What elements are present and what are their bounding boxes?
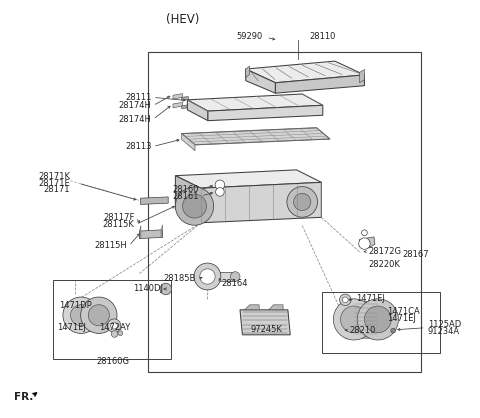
Text: 28220K: 28220K: [368, 260, 400, 269]
Ellipse shape: [111, 322, 118, 329]
Ellipse shape: [361, 230, 367, 236]
Text: (HEV): (HEV): [166, 13, 199, 26]
Polygon shape: [246, 66, 250, 77]
Ellipse shape: [216, 188, 224, 196]
Polygon shape: [360, 69, 364, 83]
Polygon shape: [201, 182, 322, 223]
Ellipse shape: [339, 294, 351, 306]
Ellipse shape: [88, 305, 109, 326]
Polygon shape: [173, 102, 182, 108]
Text: 1471EJ: 1471EJ: [57, 323, 86, 332]
Ellipse shape: [333, 299, 374, 340]
Text: 28172G: 28172G: [368, 247, 401, 256]
Text: 28117F: 28117F: [103, 213, 135, 222]
Text: FR.: FR.: [14, 393, 34, 402]
Text: 59290: 59290: [237, 33, 263, 41]
Text: 28174H: 28174H: [119, 101, 152, 110]
Text: 28160: 28160: [173, 185, 199, 194]
Polygon shape: [81, 299, 99, 331]
Polygon shape: [240, 310, 290, 335]
Text: 28113: 28113: [125, 142, 152, 151]
Ellipse shape: [215, 180, 225, 190]
Ellipse shape: [81, 297, 117, 334]
Ellipse shape: [287, 186, 318, 217]
Text: 28171E: 28171E: [38, 178, 70, 188]
Text: 28110: 28110: [310, 33, 336, 41]
Text: 28210: 28210: [349, 326, 375, 335]
Polygon shape: [173, 94, 182, 99]
Ellipse shape: [340, 306, 367, 333]
Polygon shape: [360, 237, 375, 249]
Polygon shape: [181, 134, 195, 150]
Ellipse shape: [364, 306, 391, 333]
Text: 1471DP: 1471DP: [59, 301, 92, 310]
Text: 91234A: 91234A: [428, 326, 460, 336]
Text: 1472AY: 1472AY: [99, 323, 130, 332]
Ellipse shape: [230, 272, 240, 281]
Polygon shape: [276, 75, 364, 93]
Polygon shape: [354, 301, 378, 337]
Ellipse shape: [200, 269, 215, 284]
Bar: [323, 292, 440, 353]
Polygon shape: [344, 324, 370, 338]
Polygon shape: [269, 305, 283, 310]
Text: 1471CA: 1471CA: [387, 306, 420, 316]
Ellipse shape: [111, 331, 118, 337]
Text: 28115H: 28115H: [95, 241, 128, 250]
Text: 28164: 28164: [222, 279, 248, 288]
Polygon shape: [218, 272, 235, 280]
Text: 28167: 28167: [403, 250, 429, 259]
Text: 28161: 28161: [173, 191, 199, 201]
Text: 97245K: 97245K: [251, 325, 282, 334]
Text: 28115K: 28115K: [103, 220, 135, 229]
Polygon shape: [208, 105, 323, 121]
Text: 28111: 28111: [125, 93, 152, 102]
Ellipse shape: [194, 263, 221, 290]
Polygon shape: [181, 105, 188, 109]
Bar: [53, 280, 170, 359]
Polygon shape: [140, 226, 141, 239]
Polygon shape: [141, 197, 168, 204]
Text: 28185B: 28185B: [164, 275, 196, 283]
Ellipse shape: [63, 297, 99, 334]
Ellipse shape: [359, 238, 370, 249]
Polygon shape: [175, 176, 201, 222]
Text: 28160G: 28160G: [96, 357, 130, 366]
Bar: [148, 51, 421, 372]
Text: 1125AD: 1125AD: [428, 320, 461, 329]
Ellipse shape: [108, 319, 121, 332]
Polygon shape: [175, 170, 322, 188]
Ellipse shape: [182, 194, 206, 218]
Ellipse shape: [175, 187, 214, 225]
Text: 1471EJ: 1471EJ: [387, 314, 416, 323]
Polygon shape: [246, 69, 276, 93]
Ellipse shape: [357, 299, 398, 340]
Ellipse shape: [342, 297, 348, 303]
Text: 28174H: 28174H: [119, 115, 152, 124]
Text: 28171K: 28171K: [38, 172, 70, 181]
Text: 28171: 28171: [44, 185, 70, 194]
Polygon shape: [246, 61, 364, 83]
Ellipse shape: [391, 328, 396, 333]
Polygon shape: [245, 305, 259, 310]
Text: 1140DJ: 1140DJ: [133, 285, 163, 293]
Polygon shape: [161, 225, 162, 238]
Polygon shape: [181, 97, 188, 100]
Ellipse shape: [160, 283, 171, 295]
Ellipse shape: [294, 193, 311, 211]
Ellipse shape: [118, 331, 123, 336]
Polygon shape: [187, 94, 323, 111]
Polygon shape: [187, 100, 208, 121]
Polygon shape: [344, 321, 369, 324]
Ellipse shape: [71, 305, 92, 326]
Polygon shape: [140, 230, 162, 239]
Text: 1471EJ: 1471EJ: [356, 294, 384, 303]
Polygon shape: [181, 128, 330, 145]
